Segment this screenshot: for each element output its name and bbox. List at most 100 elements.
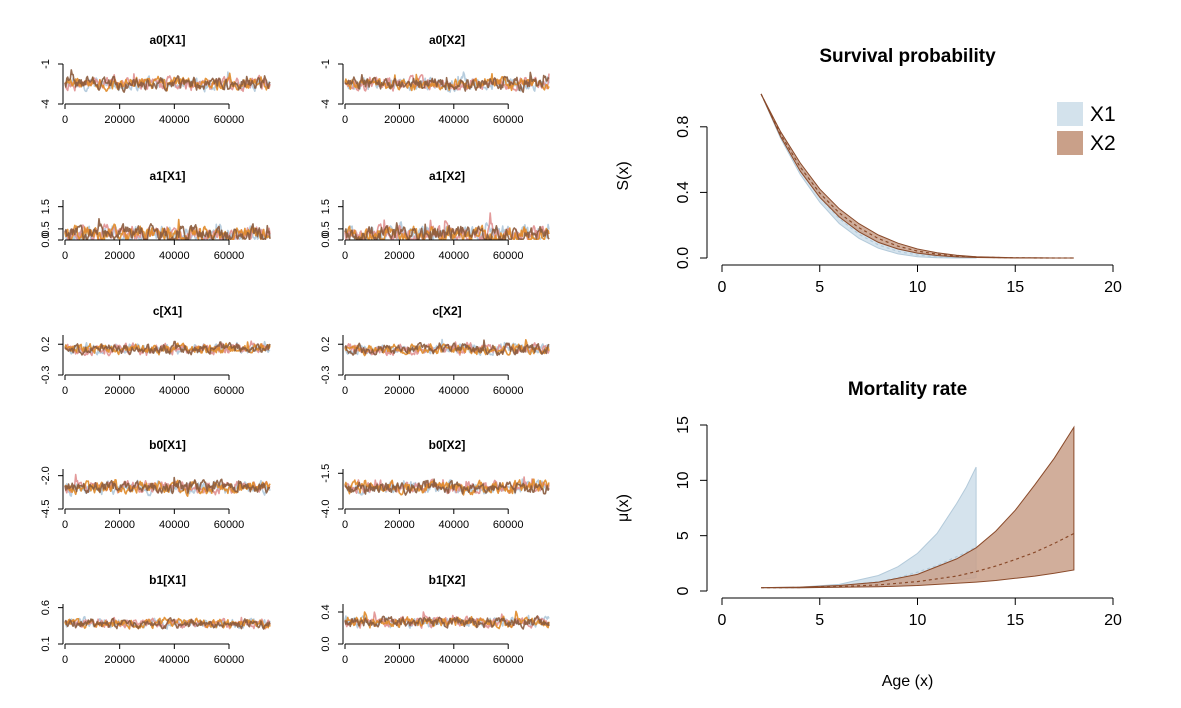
y-tick-label: 0.0 <box>320 636 332 651</box>
chart-title: Survival probability <box>819 46 996 67</box>
trace-plot-4: c[X1] 0.2 -0.3 0 20000 40000 60000 <box>40 304 271 397</box>
trace-series-3 <box>64 69 271 93</box>
x-tick-label: 0 <box>342 385 348 397</box>
y-tick-label: 0 <box>675 586 692 595</box>
x-tick-label: 60000 <box>214 654 245 666</box>
y-tick-label: 1.5 <box>40 199 52 214</box>
trace-title: a0[X1] <box>149 33 185 47</box>
x-tick-label: 40000 <box>159 654 190 666</box>
x-tick-label: 60000 <box>493 519 524 531</box>
y-tick-label: 0.1 <box>40 636 52 651</box>
trace-plot-0: a0[X1] -1 -4 0 20000 40000 60000 <box>40 33 271 126</box>
mean-line-X2 <box>760 93 1074 259</box>
mean-line-X1 <box>761 546 977 589</box>
x-tick-label: 40000 <box>439 114 470 126</box>
y-tick-label: 10 <box>675 471 692 489</box>
x-tick-label: 40000 <box>439 250 470 262</box>
x-tick-label: 60000 <box>493 654 524 666</box>
y-tick-label: -0.3 <box>40 366 52 385</box>
x-tick-label: 60000 <box>214 250 245 262</box>
x-tick-label: 20 <box>1104 279 1122 296</box>
y-tick-label: 0.0 <box>320 232 332 247</box>
y-tick-label: 0.6 <box>40 600 52 615</box>
x-tick-label: 20000 <box>384 519 415 531</box>
x-tick-label: 20000 <box>384 654 415 666</box>
x-tick-label: 20000 <box>104 385 135 397</box>
trace-series-3 <box>64 340 271 356</box>
x-tick-label: 40000 <box>159 519 190 531</box>
x-axis-label: Age (x) <box>882 673 934 690</box>
trace-title: c[X1] <box>153 304 182 318</box>
y-tick-label: 0.8 <box>675 116 692 138</box>
x-tick-label: 40000 <box>439 385 470 397</box>
y-tick-label: -4 <box>40 99 52 109</box>
legend-swatch-X1 <box>1057 102 1083 126</box>
trace-title: a0[X2] <box>429 33 465 47</box>
x-tick-label: 20000 <box>384 114 415 126</box>
x-tick-label: 0 <box>342 250 348 262</box>
trace-title: a1[X2] <box>429 169 465 183</box>
trace-series-3 <box>64 617 271 630</box>
x-tick-label: 0 <box>62 385 68 397</box>
y-axis-label: μ(x) <box>615 494 632 522</box>
trace-plot-8: b1[X1] 0.6 0.1 0 20000 40000 60000 <box>40 573 271 666</box>
y-tick-label: 1.5 <box>320 199 332 214</box>
trace-plot-6: b0[X1] -2.0 -4.5 0 20000 40000 60000 <box>40 438 271 531</box>
survival-chart: Survival probability 0.0 0.4 0.8 S(x) 0 5 10 15 2… <box>615 46 1122 296</box>
x-tick-label: 0 <box>62 654 68 666</box>
x-tick-label: 5 <box>815 279 824 296</box>
x-tick-label: 60000 <box>493 250 524 262</box>
trace-plot-5: c[X2] 0.2 -0.3 0 20000 40000 60000 <box>320 304 550 397</box>
x-tick-label: 15 <box>1006 279 1024 296</box>
y-tick-label: 15 <box>675 416 692 434</box>
band-X2 <box>761 425 1075 589</box>
y-tick-label: 0.2 <box>40 337 52 352</box>
x-tick-label: 40000 <box>159 114 190 126</box>
trace-series-2 <box>344 478 550 496</box>
mortality-chart: Mortality rate 0 5 10 15 μ(x) 0 5 10 15 20 Age (x) <box>615 379 1122 690</box>
trace-title: b1[X2] <box>429 573 466 587</box>
trace-plot-9: b1[X2] 0.0 0.4 0 20000 40000 60000 <box>320 573 550 666</box>
trace-plot-3: a1[X2] 0.00.5 1.5 0 20000 40000 60000 <box>320 169 550 262</box>
chart-title: Mortality rate <box>848 379 967 400</box>
trace-title: b0[X1] <box>149 438 186 452</box>
y-tick-label: 5 <box>675 531 692 540</box>
trace-series-3 <box>344 339 550 357</box>
y-tick-label: -4.0 <box>320 500 332 519</box>
trace-title: b0[X2] <box>429 438 466 452</box>
y-tick-label: 0.0 <box>40 232 52 247</box>
x-tick-label: 10 <box>909 279 927 296</box>
trace-series-3 <box>64 218 271 240</box>
x-tick-label: 60000 <box>493 385 524 397</box>
y-tick-label: -1 <box>320 59 332 69</box>
x-tick-label: 0 <box>62 250 68 262</box>
x-tick-label: 0 <box>342 519 348 531</box>
trace-series-3 <box>344 478 550 496</box>
y-tick-label: -1.5 <box>320 464 332 483</box>
trace-series-3 <box>64 476 271 495</box>
legend-label-X2: X2 <box>1090 132 1116 155</box>
x-tick-label: 40000 <box>439 519 470 531</box>
trace-series-3 <box>344 71 550 93</box>
x-tick-label: 60000 <box>214 519 245 531</box>
trace-plot-2: a1[X1] 0.00.5 1.5 0 20000 40000 60000 <box>40 169 271 262</box>
x-tick-label: 0 <box>62 519 68 531</box>
trace-plot-7: b0[X2] -1.5 -4.0 0 20000 40000 60000 <box>320 438 550 531</box>
band-X2 <box>760 93 1074 259</box>
y-tick-label: 0.2 <box>320 337 332 352</box>
y-tick-label: -4 <box>320 99 332 109</box>
y-tick-label: 0.5 <box>40 221 52 236</box>
x-tick-label: 0 <box>62 114 68 126</box>
x-tick-label: 20000 <box>104 114 135 126</box>
y-tick-label: -2.0 <box>40 466 52 485</box>
x-tick-label: 10 <box>909 612 927 629</box>
y-tick-label: 0.0 <box>675 247 692 269</box>
x-tick-label: 0 <box>342 114 348 126</box>
x-tick-label: 20000 <box>104 519 135 531</box>
x-tick-label: 20000 <box>384 250 415 262</box>
trace-title: c[X2] <box>432 304 461 318</box>
y-axis-label: S(x) <box>615 161 632 190</box>
x-tick-label: 60000 <box>214 385 245 397</box>
x-tick-label: 20000 <box>384 385 415 397</box>
